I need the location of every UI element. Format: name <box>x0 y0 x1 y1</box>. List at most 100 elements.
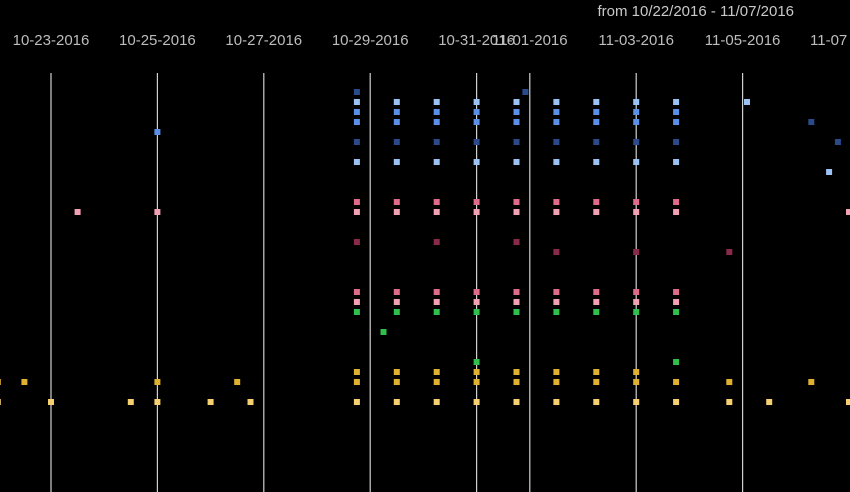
heatmap-cell <box>393 119 400 125</box>
heatmap-cell <box>0 399 1 405</box>
heatmap-cell <box>393 289 400 295</box>
heatmap-cell <box>393 299 400 305</box>
heatmap-cell <box>826 169 833 175</box>
heatmap-cell <box>353 209 360 215</box>
heatmap-cell <box>593 309 600 315</box>
heatmap-cell <box>673 109 680 115</box>
date-range-label: from 10/22/2016 - 11/07/2016 <box>597 3 794 20</box>
heatmap-cell <box>433 399 440 405</box>
heatmap-cell <box>353 119 360 125</box>
heatmap-cell <box>393 199 400 205</box>
heatmap-cell <box>633 369 640 375</box>
heatmap-cell <box>473 399 480 405</box>
heatmap-cell <box>673 299 680 305</box>
heatmap-cell <box>726 249 733 255</box>
x-tick-label: 11-01-2016 <box>492 32 568 49</box>
heatmap-cell <box>633 199 640 205</box>
heatmap-cell <box>207 399 214 405</box>
heatmap-cell <box>513 379 520 385</box>
heatmap-cell <box>553 209 560 215</box>
heatmap-cell <box>553 309 560 315</box>
heatmap-cell <box>593 289 600 295</box>
heatmap-cell <box>846 399 850 405</box>
heatmap-cell <box>513 309 520 315</box>
x-tick-label: 10-31-2016 <box>438 32 515 49</box>
heatmap-cell <box>473 199 480 205</box>
heatmap-cell <box>393 379 400 385</box>
x-tick-label: 11-05-2016 <box>705 32 781 49</box>
heatmap-cell <box>553 379 560 385</box>
heatmap-cell <box>154 129 161 135</box>
heatmap-cell <box>48 399 54 405</box>
heatmap-cell <box>433 309 440 315</box>
heatmap-cell <box>393 109 400 115</box>
heatmap-cell <box>353 139 360 145</box>
heatmap-cell <box>593 299 600 305</box>
heatmap-cell <box>673 399 680 405</box>
heatmap-cell <box>393 209 400 215</box>
heatmap-cell <box>513 299 520 305</box>
x-tick-label: 10-27-2016 <box>225 32 302 49</box>
heatmap-cell <box>473 99 480 105</box>
heatmap-cell <box>593 109 600 115</box>
heatmap-cell <box>433 379 440 385</box>
heatmap-cell <box>473 359 480 365</box>
heatmap-cell <box>353 399 360 405</box>
heatmap-cell <box>433 159 440 165</box>
heatmap-cell <box>673 199 680 205</box>
heatmap-cell <box>726 379 733 385</box>
heatmap-cell <box>74 209 81 215</box>
heatmap-cell <box>353 99 360 105</box>
x-tick-label: 11-03-2016 <box>598 32 674 49</box>
heatmap-cell <box>633 249 640 255</box>
heatmap-cell <box>633 289 640 295</box>
heatmap-cell <box>553 159 560 165</box>
heatmap-cell <box>673 359 680 365</box>
heatmap-cell <box>353 199 360 205</box>
heatmap-cell <box>593 159 600 165</box>
heatmap-cell <box>433 239 440 245</box>
heatmap-cell <box>593 209 600 215</box>
heatmap-cell <box>593 379 600 385</box>
heatmap-cell <box>673 159 680 165</box>
heatmap-cell <box>633 119 640 125</box>
heatmap-cell <box>247 399 254 405</box>
heatmap-cell <box>127 399 134 405</box>
heatmap-cell <box>513 199 520 205</box>
heatmap-cell <box>522 89 529 95</box>
heatmap-cell <box>433 299 440 305</box>
heatmap-cell <box>433 289 440 295</box>
heatmap-cell <box>393 399 400 405</box>
heatmap-cell <box>553 139 560 145</box>
heatmap-cell <box>21 379 28 385</box>
heatmap-cell <box>633 379 640 385</box>
heatmap-cell <box>553 199 560 205</box>
heatmap-cell <box>353 239 360 245</box>
heatmap-cell <box>553 249 560 255</box>
heatmap-cell <box>673 139 680 145</box>
heatmap-cell <box>513 139 520 145</box>
heatmap-cell <box>744 99 750 105</box>
heatmap-cell <box>633 99 640 105</box>
heatmap-cell <box>393 99 400 105</box>
heatmap-cell <box>393 159 400 165</box>
heatmap-cell <box>513 119 520 125</box>
heatmap-cell <box>393 369 400 375</box>
heatmap-cell <box>353 159 360 165</box>
heatmap-cell <box>593 139 600 145</box>
heatmap-cell <box>433 99 440 105</box>
heatmap-cell <box>726 399 733 405</box>
heatmap-cell <box>553 369 560 375</box>
heatmap-cell <box>353 379 360 385</box>
heatmap-cell <box>433 199 440 205</box>
heatmap-cell <box>473 309 480 315</box>
heatmap-cell <box>553 119 560 125</box>
heatmap-cell <box>154 399 161 405</box>
heatmap-cell <box>553 109 560 115</box>
heatmap-cell <box>473 109 480 115</box>
heatmap-cell <box>593 199 600 205</box>
heatmap-cell <box>593 399 600 405</box>
heatmap-cell <box>673 289 680 295</box>
heatmap-cell <box>513 159 520 165</box>
